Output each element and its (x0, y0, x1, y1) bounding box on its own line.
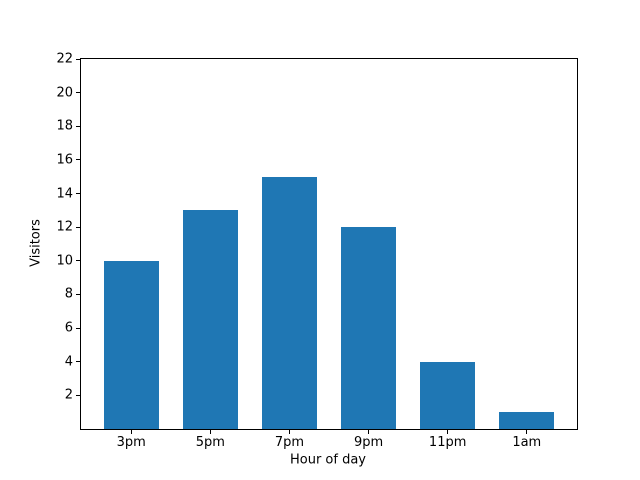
x-tick-label: 5pm (195, 435, 225, 450)
y-tick-label: 14 (56, 186, 73, 202)
y-tick-label: 4 (64, 354, 73, 370)
y-tick-mark (76, 58, 80, 60)
x-tick-mark (447, 430, 449, 434)
y-axis-label: Visitors (28, 219, 44, 267)
x-tick-label: 3pm (116, 435, 146, 450)
y-tick-label: 10 (56, 253, 73, 269)
x-tick-mark (130, 430, 132, 434)
y-tick-label: 8 (64, 286, 73, 302)
y-tick-label: 16 (56, 152, 73, 168)
bar-5pm (182, 210, 238, 429)
y-tick-mark (76, 260, 80, 262)
bar-1am (499, 412, 555, 429)
x-tick-mark (288, 430, 290, 434)
y-tick-mark (76, 327, 80, 329)
y-tick-mark (76, 226, 80, 228)
x-tick-mark (368, 430, 370, 434)
y-tick-mark (76, 293, 80, 295)
y-tick-mark (76, 125, 80, 127)
y-tick-mark (76, 361, 80, 363)
x-tick-mark (209, 430, 211, 434)
bar-11pm (419, 361, 476, 429)
x-tick-label: 1am (512, 435, 542, 450)
y-tick-label: 2 (64, 387, 73, 403)
x-tick-label: 9pm (353, 435, 384, 450)
bar-3pm (103, 260, 159, 429)
y-tick-mark (76, 394, 80, 396)
y-tick-label: 12 (56, 219, 73, 235)
y-tick-mark (76, 193, 80, 195)
x-tick-mark (526, 430, 528, 434)
x-tick-label: 7pm (274, 435, 305, 450)
y-tick-mark (76, 92, 80, 94)
x-tick-label: 11pm (428, 435, 467, 450)
y-tick-mark (76, 159, 80, 161)
x-axis-label: Hour of day (289, 452, 367, 468)
y-tick-label: 20 (56, 85, 73, 101)
bar-7pm (261, 176, 318, 429)
y-tick-label: 6 (64, 320, 73, 336)
plot-area: 3pm 5pm 7pm 9pm 11pm 1am 2 4 6 8 10 12 14 16 18 20 22 (56, 53, 578, 449)
y-tick-label: 22 (56, 51, 73, 67)
bar-9pm (340, 227, 397, 429)
y-tick-label: 18 (56, 118, 73, 134)
